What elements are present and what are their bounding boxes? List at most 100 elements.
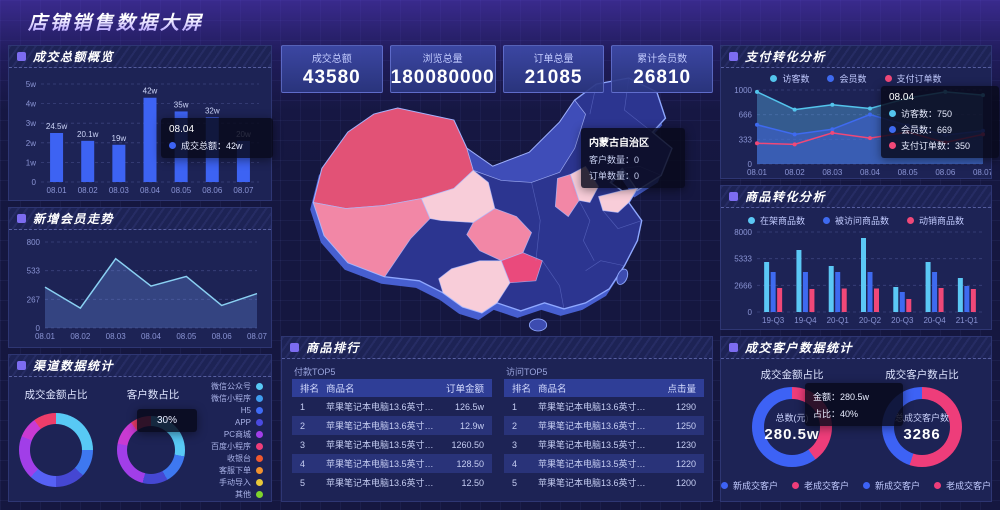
table-cell: 3 <box>512 439 518 450</box>
panel-title: 商品转化分析 <box>745 190 827 204</box>
product-conversion-legend: 在架商品数 被访问商品数 动销商品数 <box>721 214 991 227</box>
bar[interactable] <box>893 287 899 312</box>
panel-product-ranking: 商品排行 付款TOP5 访问TOP5 排名 商品名 订单金额 1 苹果笔记本电脑13.6… <box>281 336 713 502</box>
legend-item[interactable]: 动销商品数 <box>907 214 964 227</box>
bar[interactable] <box>899 292 905 312</box>
bar[interactable] <box>957 278 963 312</box>
table-cell: 12.9w <box>459 420 484 431</box>
bar[interactable] <box>81 140 95 182</box>
bar[interactable] <box>770 272 776 312</box>
legend-item[interactable]: 在架商品数 <box>747 214 805 227</box>
table-cell: 苹果笔记本电脑13.5英寸深灰色... <box>538 440 646 450</box>
bar[interactable] <box>861 238 866 312</box>
table-cell: 苹果笔记本电脑13.6英寸深灰色... <box>326 402 434 412</box>
legend-label: 其他 <box>235 489 251 499</box>
legend-label: 老成交客户 <box>804 481 850 491</box>
table-row: 4 苹果笔记本电脑13.5英寸深灰色... 128.50 <box>292 454 492 473</box>
china-map[interactable]: 内蒙古自治区 客户数量：0 订单数量：0 <box>281 70 713 336</box>
legend-dot <box>822 217 830 224</box>
bar[interactable] <box>970 289 976 312</box>
panel-title: 商品排行 <box>306 341 361 355</box>
tooltip-row: 支付订单数：350 <box>889 139 991 152</box>
legend-item[interactable]: 访客数 <box>770 72 809 85</box>
bar[interactable] <box>835 272 841 312</box>
legend-dot <box>770 75 778 82</box>
bar[interactable] <box>50 133 64 182</box>
legend-label: 支付订单数 <box>896 74 942 84</box>
legend-dot <box>907 217 914 224</box>
bar[interactable] <box>874 288 879 313</box>
legend-item[interactable]: 微信小程序 <box>211 392 263 404</box>
table-row: 3 苹果笔记本电脑13.5英寸深灰色... 1230 <box>504 435 704 454</box>
panel-header: 成交客户数据统计 <box>721 337 991 359</box>
svg-text:20-Q2: 20-Q2 <box>859 316 882 325</box>
bar[interactable] <box>841 288 847 313</box>
svg-text:20-Q1: 20-Q1 <box>827 316 850 325</box>
legend-item[interactable]: 客服下单 <box>219 464 263 476</box>
bar[interactable] <box>143 97 157 182</box>
legend-item[interactable]: 其他 <box>235 488 263 500</box>
bar[interactable] <box>938 288 944 312</box>
table-row: 5 苹果笔记本电脑13.6英寸深灰色... 12.50 <box>292 473 492 492</box>
legend-item[interactable]: 会员数 <box>827 72 867 85</box>
channel-amount-donut[interactable] <box>19 413 93 487</box>
legend-item[interactable]: 手动导入 <box>219 476 263 488</box>
bar[interactable] <box>764 262 770 312</box>
panel-title: 成交总额概览 <box>33 50 115 64</box>
legend-item[interactable]: 微信公众号 <box>211 380 263 392</box>
table-cell: 5 <box>512 477 518 488</box>
table-cell: 1 <box>300 401 306 412</box>
bar[interactable] <box>906 299 912 312</box>
svg-text:8000: 8000 <box>734 228 752 237</box>
bar[interactable] <box>964 286 970 312</box>
sales-tooltip-row: 成交总额：42w <box>169 139 265 152</box>
table-header-cell: 订单金额 <box>445 384 484 395</box>
table-cell: 1260.50 <box>451 439 484 450</box>
legend-item[interactable]: 被访问商品数 <box>822 214 889 227</box>
member-trend-chart[interactable]: 800 533 267 0 08.01 08.02 08.03 08.04 08.05 08.06… <box>15 234 268 349</box>
svg-text:08.04: 08.04 <box>140 186 161 195</box>
legend-dot <box>256 490 263 498</box>
map-tooltip-line: 订单数量：0 <box>589 171 640 181</box>
table-caption: 访问TOP5 <box>506 367 548 377</box>
svg-text:08.07: 08.07 <box>247 332 267 341</box>
legend-item[interactable]: H5 <box>241 404 263 416</box>
legend-item[interactable]: 支付订单数 <box>884 72 942 85</box>
legend-label: 会员数 <box>839 74 867 84</box>
legend-item[interactable]: 新成交客户 <box>863 479 920 492</box>
bar[interactable] <box>796 250 802 312</box>
svg-text:08.06: 08.06 <box>212 332 233 341</box>
bar[interactable] <box>777 288 783 312</box>
bar[interactable] <box>828 266 834 312</box>
legend-item[interactable]: APP <box>235 416 263 428</box>
panel-header-icon <box>290 343 299 352</box>
bar[interactable] <box>802 272 808 312</box>
kpi-card-total-members: 累计会员数 26810 <box>611 45 713 93</box>
legend-item[interactable]: 收银台 <box>227 452 263 464</box>
legend-item[interactable]: 百度小程序 <box>211 440 263 452</box>
legend-item[interactable]: PC商城 <box>224 428 263 440</box>
channel-donut-tooltip: 30% <box>137 409 197 432</box>
product-conversion-bar-chart[interactable]: 8000 5333 2666 0 19-Q3 19-Q4 20-Q1 20-Q2 20-Q3 20… <box>723 226 991 333</box>
legend-label: 收银台 <box>227 453 251 463</box>
table-cell: 128.50 <box>456 458 484 469</box>
table-cell: 苹果笔记本电脑13.5英寸深灰色... <box>538 459 646 469</box>
legend-item[interactable]: 老成交客户 <box>792 479 849 492</box>
legend-label: 微信公众号 <box>211 381 251 391</box>
bar[interactable] <box>809 289 815 312</box>
panel-header-icon <box>729 52 738 61</box>
legend-dot <box>863 482 870 489</box>
bar[interactable] <box>112 144 126 182</box>
bar[interactable] <box>925 262 931 312</box>
table-row: 2 苹果笔记本电脑13.6英寸深灰色... 12.9w <box>292 416 492 435</box>
panel-title: 渠道数据统计 <box>33 359 115 373</box>
bar[interactable] <box>932 272 938 312</box>
panel-channel-stats: 渠道数据统计 成交金额占比 客户数占比 微信公众号 微信小程序 H5 APP PC商城百… <box>8 354 272 502</box>
legend-item[interactable]: 老成交客户 <box>934 479 991 492</box>
legend-dot <box>792 482 799 489</box>
legend-item[interactable]: 新成交客户 <box>721 479 778 492</box>
legend-dot <box>256 430 263 438</box>
svg-text:08.01: 08.01 <box>35 332 56 341</box>
tooltip-text: 会员数：669 <box>901 125 953 135</box>
bar[interactable] <box>867 272 873 312</box>
